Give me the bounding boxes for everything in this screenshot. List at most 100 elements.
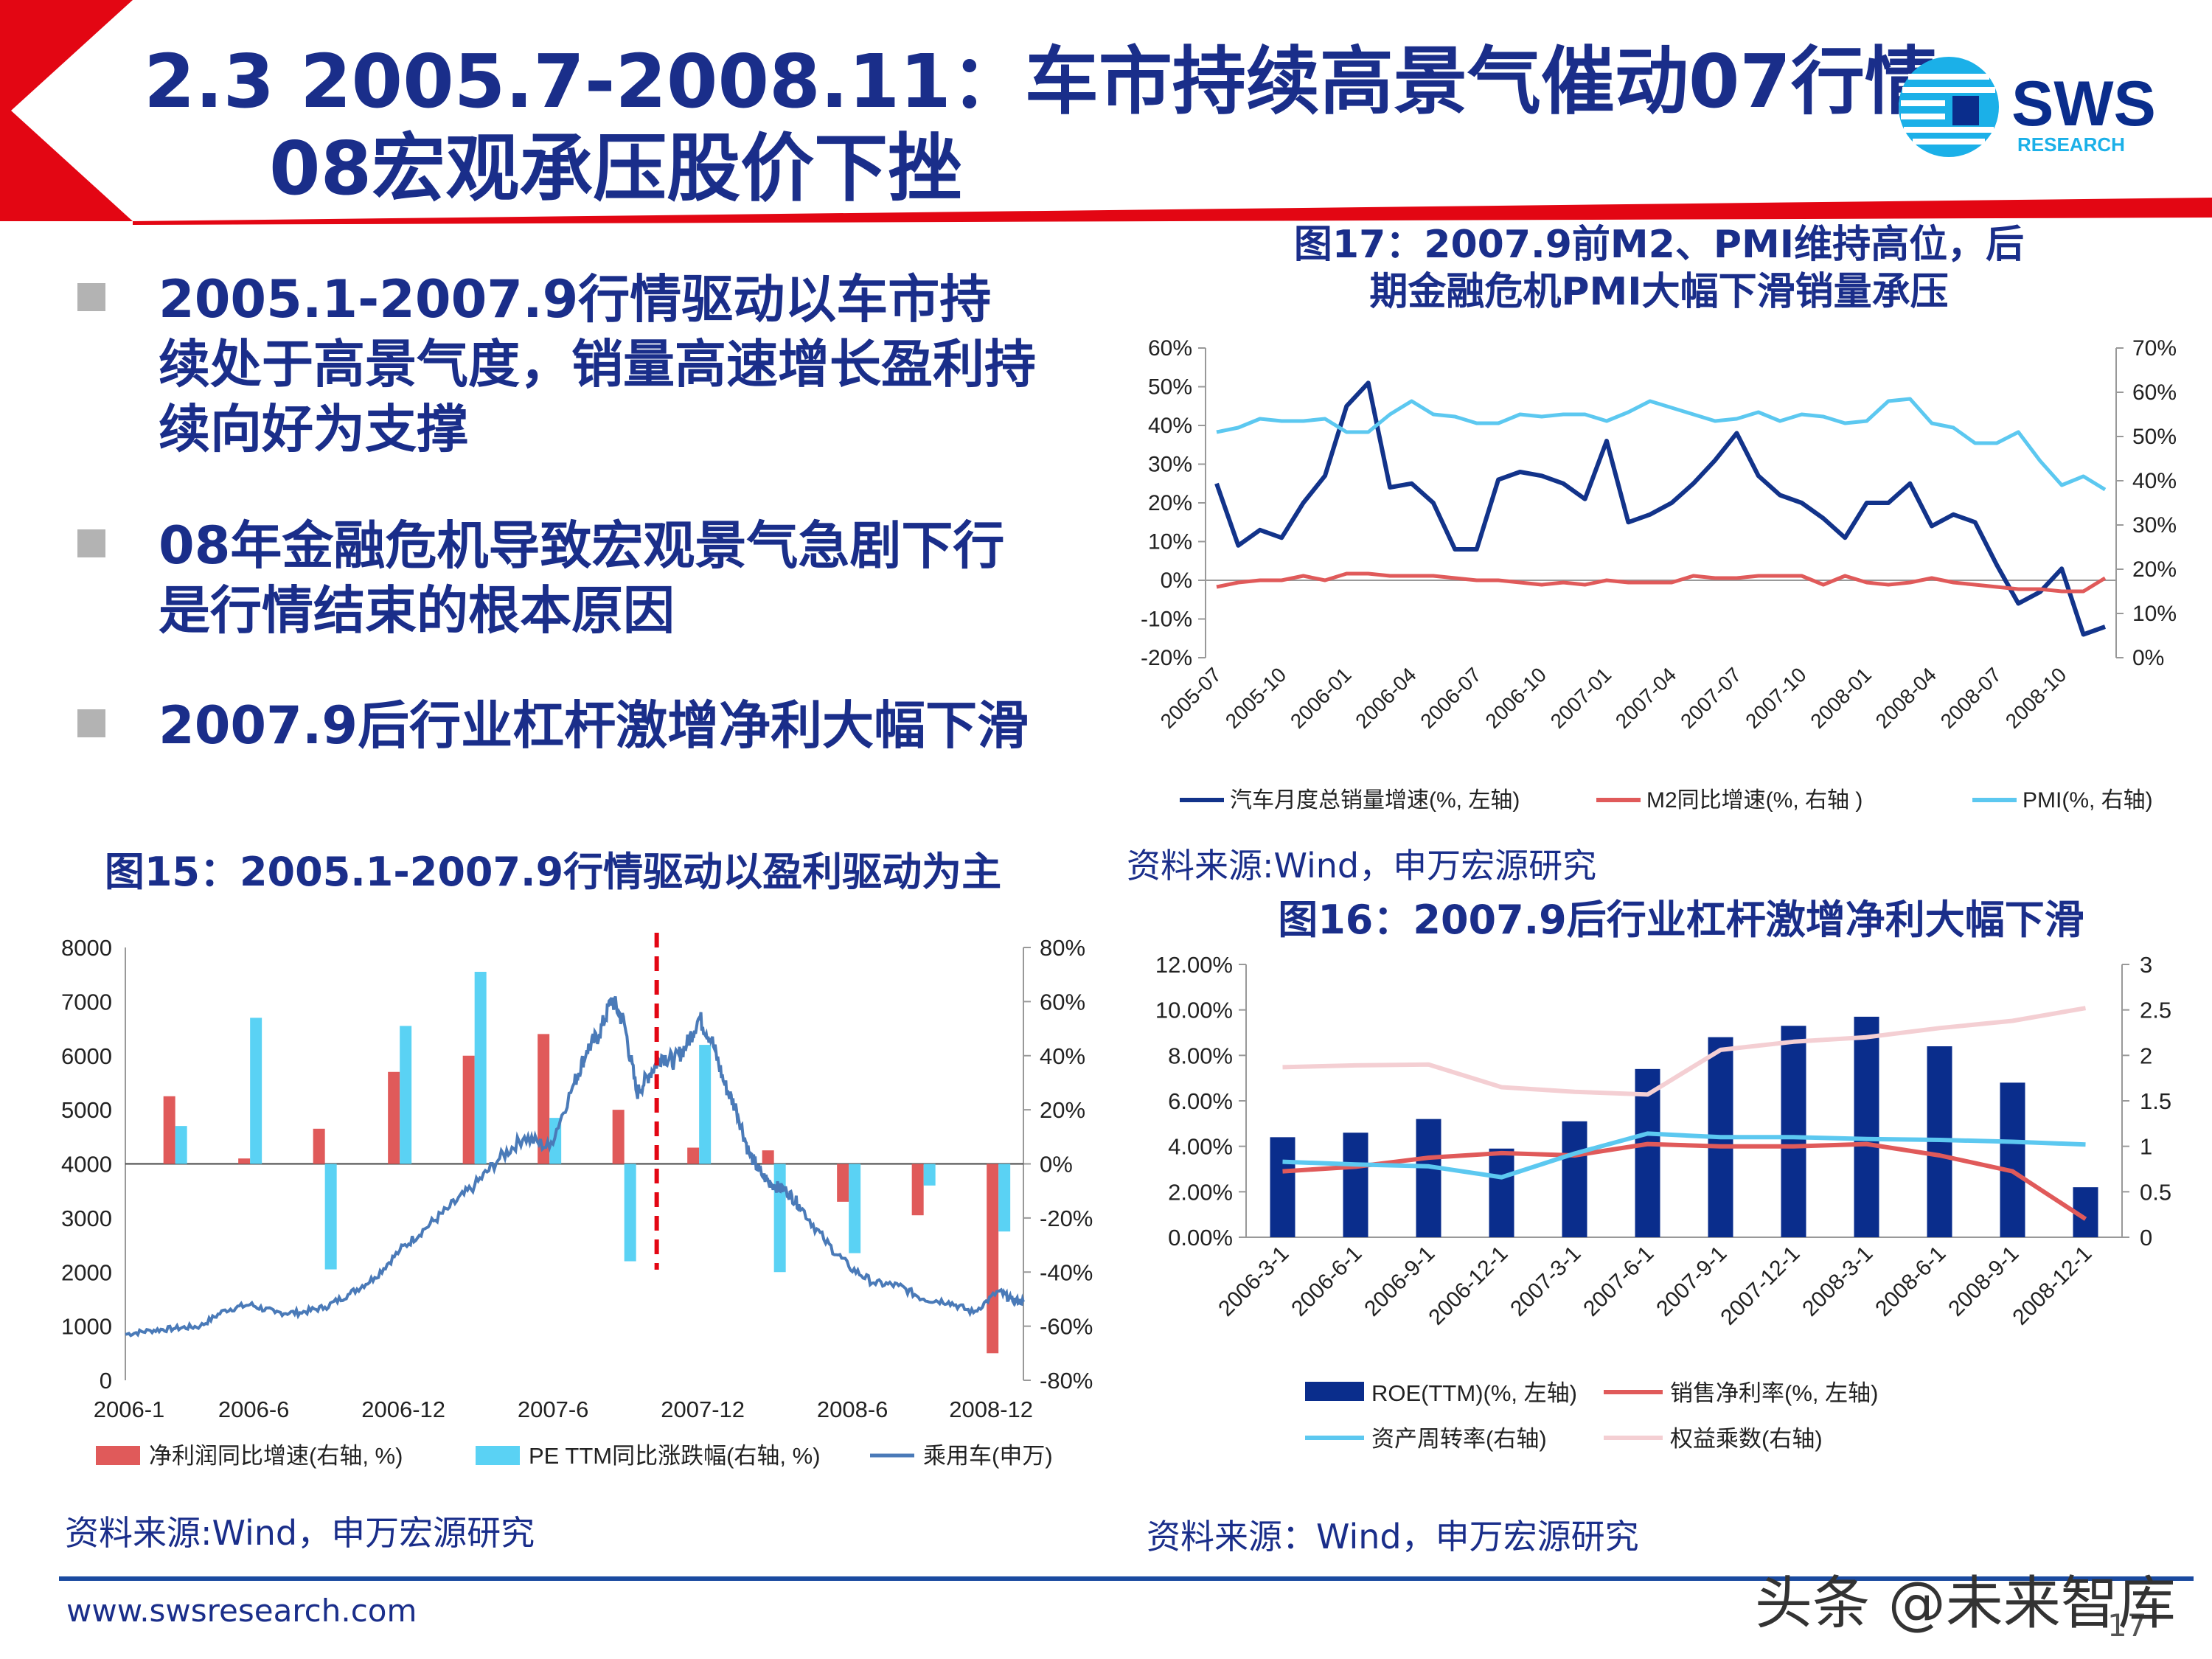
fig15-x-tick-label: 2006-6	[218, 1397, 290, 1422]
fig15-x-tick-label: 2007-6	[518, 1397, 589, 1422]
header-left-chevron	[0, 0, 133, 221]
fig16-right-tick-label: 2	[2140, 1043, 2152, 1068]
fig15-bar-pe-ttm	[400, 1026, 412, 1164]
fig15-left-tick-label: 4000	[61, 1152, 112, 1178]
fig15-x-tick-label: 2006-12	[361, 1397, 445, 1422]
fig17-right-tick-label: 40%	[2132, 469, 2177, 493]
fig16-legend-label: ROE(TTM)(%, 左轴)	[1371, 1380, 1577, 1406]
fig16-bar-roe	[1854, 1016, 1879, 1237]
fig17-x-tick-label: 2005-10	[1221, 663, 1291, 733]
fig17-left-tick-label: 30%	[1148, 453, 1192, 477]
fig17-x-tick-label: 2007-04	[1611, 663, 1681, 733]
fig16-right-tick-label: 1	[2140, 1134, 2152, 1160]
fig16-legend-label: 资产周转率(右轴)	[1371, 1426, 1547, 1452]
fig15-bar-pe-ttm	[175, 1126, 187, 1164]
fig15-bar-net-profit	[538, 1034, 550, 1164]
fig16-right-tick-label: 0	[2140, 1225, 2152, 1251]
fig16-left-tick-label: 12.00%	[1155, 952, 1233, 978]
bullet-marker	[77, 709, 105, 737]
fig16-x-tick-label: 2008-12-1	[2008, 1242, 2096, 1330]
fig16-left-tick-label: 10.00%	[1155, 998, 1233, 1023]
fig17-x-tick-label: 2008-01	[1806, 663, 1876, 733]
fig16-left-tick-label: 4.00%	[1168, 1134, 1233, 1160]
fig17-x-tick-label: 2007-07	[1676, 663, 1746, 733]
fig17-x-tick-label: 2008-10	[2001, 663, 2071, 733]
fig15-bar-pe-ttm	[250, 1018, 262, 1164]
fig15-bar-net-profit	[313, 1128, 325, 1164]
fig17-chart: -20% -10% 0% 10% 20% 30% 40% 50% 60% 0% 10% 20% 30% 4…	[1141, 336, 2177, 813]
fig17-right-tick-label: 70%	[2132, 336, 2177, 361]
fig15-bar-pe-ttm	[624, 1164, 636, 1262]
bullet-text: 08年金融危机导致宏观景气急剧下行是行情结束的根本原因	[159, 515, 1005, 641]
fig17-x-tick-label: 2006-07	[1416, 663, 1486, 733]
fig17-right-tick-label: 0%	[2132, 646, 2164, 670]
fig15-left-tick-label: 0	[100, 1368, 112, 1394]
fig17-right-tick-label: 50%	[2132, 425, 2177, 449]
fig15-line-passenger-car	[125, 995, 1025, 1338]
fig15-left-tick-label: 3000	[61, 1206, 112, 1231]
fig16-bar-roe	[1489, 1148, 1514, 1237]
fig17-legend-label: M2同比增速(%, 右轴 )	[1646, 788, 1863, 813]
fig16-right-tick-label: 3	[2140, 952, 2152, 978]
fig15-right-tick-label: -60%	[1040, 1314, 1093, 1340]
fig15-right-tick-label: -80%	[1040, 1368, 1093, 1394]
fig15-bar-net-profit	[612, 1110, 625, 1164]
page-title-line1: 2.3 2005.7-2008.11：车市持续高景气催动07行情，	[144, 38, 2012, 125]
fig17-title-line2: 期金融危机PMI大幅下滑销量承压	[1369, 270, 1949, 314]
fig15-bar-net-profit	[388, 1071, 400, 1164]
header-band	[0, 0, 2212, 225]
fig17-left-tick-label: -10%	[1141, 608, 1192, 632]
fig17-series-line	[1214, 380, 2107, 637]
fig17-left-tick-label: 60%	[1148, 336, 1192, 361]
fig15-bar-net-profit	[911, 1164, 924, 1216]
footer-divider	[59, 1576, 2194, 1581]
fig15-chart: 0 1000 2000 3000 4000 5000 6000 7000 8000 -80% -60…	[61, 933, 1093, 1469]
fig15-bar-pe-ttm	[474, 972, 487, 1164]
fig17-left-tick-label: -20%	[1141, 646, 1192, 670]
fig17-x-tick-label: 2006-01	[1286, 663, 1356, 733]
fig15-legend-label: 净利润同比增速(右轴, %)	[149, 1443, 403, 1469]
fig15-left-tick-label: 5000	[61, 1097, 112, 1123]
fig16-x-tick-label: 2007-6-1	[1579, 1242, 1658, 1321]
fig16-series-line	[1282, 1006, 2087, 1097]
fig15-bar-net-profit	[762, 1150, 774, 1164]
fig17-left-tick-label: 20%	[1148, 491, 1192, 515]
fig17-left-tick-label: 50%	[1148, 375, 1192, 400]
footer-url[interactable]: www.swsresearch.com	[66, 1593, 417, 1629]
fig17-title: 图17：2007.9前M2、PMI维持高位，后 期金融危机PMI大幅下滑销量承压	[1128, 221, 2190, 316]
fig17-legend-label: 汽车月度总销量增速(%, 左轴)	[1230, 788, 1520, 813]
logo-text: SWS	[2011, 69, 2156, 139]
header-red-stripe	[133, 198, 2212, 225]
fig16-legend-swatch	[1305, 1382, 1364, 1401]
fig17-right-tick-label: 60%	[2132, 380, 2177, 405]
page-title-line2: 08宏观承压股价下挫	[269, 125, 962, 212]
fig15-right-tick-label: 20%	[1040, 1097, 1085, 1123]
fig16-right-tick-label: 0.5	[2140, 1179, 2171, 1205]
fig16-bar-roe	[1343, 1133, 1368, 1237]
fig15-right-tick-label: 80%	[1040, 935, 1085, 961]
fig15-source: 资料来源:Wind，申万宏源研究	[65, 1513, 535, 1553]
fig15-legend-label: PE TTM同比涨跌幅(右轴, %)	[529, 1443, 821, 1469]
fig15-right-tick-label: 40%	[1040, 1043, 1085, 1069]
fig16-bar-roe	[1635, 1068, 1660, 1237]
fig15-bar-net-profit	[837, 1164, 849, 1202]
fig17-right-tick-label: 20%	[2132, 557, 2177, 582]
bullet-marker	[77, 283, 105, 311]
fig16-x-tick-label: 2008-3-1	[1798, 1242, 1877, 1321]
fig16-legend-label: 权益乘数(右轴)	[1670, 1426, 1823, 1452]
fig15-left-tick-label: 1000	[61, 1314, 112, 1340]
fig16-left-tick-label: 0.00%	[1168, 1225, 1233, 1251]
fig16-x-tick-label: 2006-3-1	[1214, 1242, 1293, 1321]
fig16-bar-roe	[1562, 1121, 1587, 1237]
fig15-x-tick-label: 2008-6	[817, 1397, 888, 1422]
fig16-source: 资料来源：Wind，申万宏源研究	[1147, 1517, 1639, 1557]
fig17-legend-label: PMI(%, 右轴)	[2023, 788, 2153, 813]
fig17-x-tick-label: 2008-07	[1936, 663, 2006, 733]
page-number: 17	[2107, 1607, 2147, 1644]
fig16-legend-label: 销售净利率(%, 左轴)	[1670, 1380, 1878, 1406]
bullet-text: 2005.1-2007.9行情驱动以车市持续处于高景气度，销量高速增长盈利持续向…	[159, 269, 1036, 459]
fig16-left-tick-label: 6.00%	[1168, 1088, 1233, 1114]
fig15-right-tick-label: -20%	[1040, 1206, 1093, 1231]
fig15-legend-label: 乘用车(申万)	[923, 1443, 1053, 1469]
fig16-x-tick-label: 2006-6-1	[1287, 1242, 1366, 1321]
